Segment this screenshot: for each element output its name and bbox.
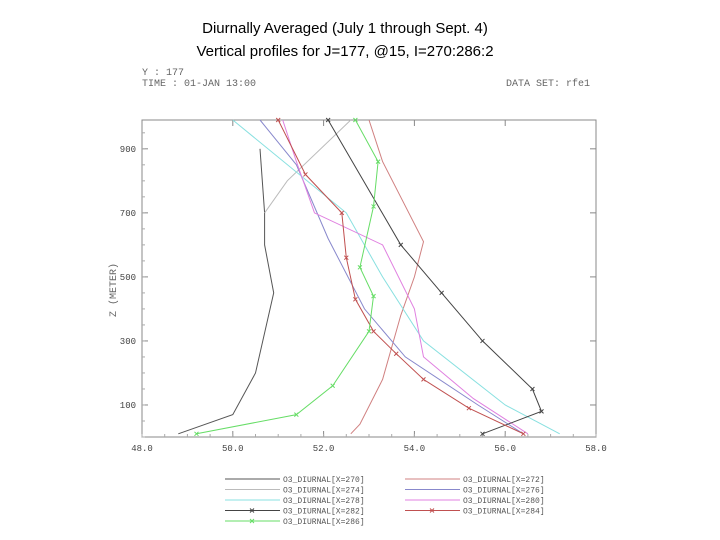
- series-line-0: [178, 148, 275, 435]
- series-point: [357, 264, 363, 270]
- series-line-2: [264, 119, 352, 214]
- series-point: [466, 405, 472, 411]
- legend-label: O3_DIURNAL[X=276]: [463, 487, 545, 496]
- legend-label: O3_DIURNAL[X=270]: [283, 476, 365, 485]
- y-tick-label: 500: [120, 273, 136, 283]
- series-point: [353, 296, 358, 302]
- series-point: [539, 409, 544, 414]
- legend-label: O3_DIURNAL[X=272]: [463, 476, 545, 485]
- series-point: [294, 412, 299, 417]
- series-point: [371, 204, 376, 209]
- header-time-label: TIME : 01-JAN 13:00: [142, 79, 256, 90]
- series-line-5: [282, 119, 529, 435]
- legend-label: O3_DIURNAL[X=274]: [283, 487, 365, 496]
- series-point: [398, 242, 404, 248]
- legend-marker: [429, 508, 435, 513]
- series-point: [439, 290, 444, 296]
- legend-label: O3_DIURNAL[X=284]: [463, 508, 545, 517]
- legend-label: O3_DIURNAL[X=280]: [463, 497, 545, 506]
- legend-marker: [249, 508, 255, 513]
- y-tick-label: 700: [120, 209, 136, 219]
- series-point: [393, 351, 399, 357]
- x-tick-label: 50.0: [222, 444, 244, 454]
- series-point: [375, 159, 381, 164]
- series-point: [371, 293, 376, 299]
- header-y-label: Y : 177: [142, 68, 184, 79]
- y-axis-label: Z (METER): [108, 263, 120, 317]
- series-point: [480, 431, 485, 437]
- series-point: [194, 431, 199, 437]
- series-point: [366, 328, 372, 334]
- series-line-7: [277, 119, 524, 435]
- series-point: [339, 210, 345, 216]
- y-tick-label: 100: [120, 401, 136, 411]
- legend-label: O3_DIURNAL[X=286]: [283, 518, 365, 527]
- series-point: [275, 117, 281, 123]
- x-tick-label: 48.0: [131, 444, 153, 454]
- legend-label: O3_DIURNAL[X=278]: [283, 497, 365, 506]
- series-point: [325, 117, 331, 123]
- series-point: [521, 431, 526, 437]
- series-point: [371, 328, 376, 334]
- legend-marker: [249, 518, 255, 524]
- series-line-3: [259, 119, 524, 435]
- series-point: [530, 386, 535, 392]
- x-tick-label: 56.0: [494, 444, 516, 454]
- series-line-4: [232, 119, 560, 435]
- series-point: [353, 117, 358, 123]
- series-point: [343, 255, 349, 261]
- series-point: [303, 172, 308, 177]
- y-tick-label: 300: [120, 337, 136, 347]
- chart-subtitle: Vertical profiles for J=177, @15, I=270:…: [196, 43, 494, 60]
- series-point: [480, 338, 485, 344]
- legend-label: O3_DIURNAL[X=282]: [283, 508, 365, 517]
- plot-frame: [141, 119, 597, 438]
- series-line-1: [350, 119, 425, 435]
- series-point: [330, 383, 336, 389]
- x-tick-label: 58.0: [585, 444, 607, 454]
- x-tick-label: 54.0: [404, 444, 426, 454]
- header-dataset-label: DATA SET: rfe1: [506, 78, 590, 90]
- y-tick-label: 900: [120, 145, 136, 155]
- x-tick-label: 52.0: [313, 444, 335, 454]
- series-point: [421, 377, 426, 382]
- chart-title: Diurnally Averaged (July 1 through Sept.…: [202, 20, 488, 37]
